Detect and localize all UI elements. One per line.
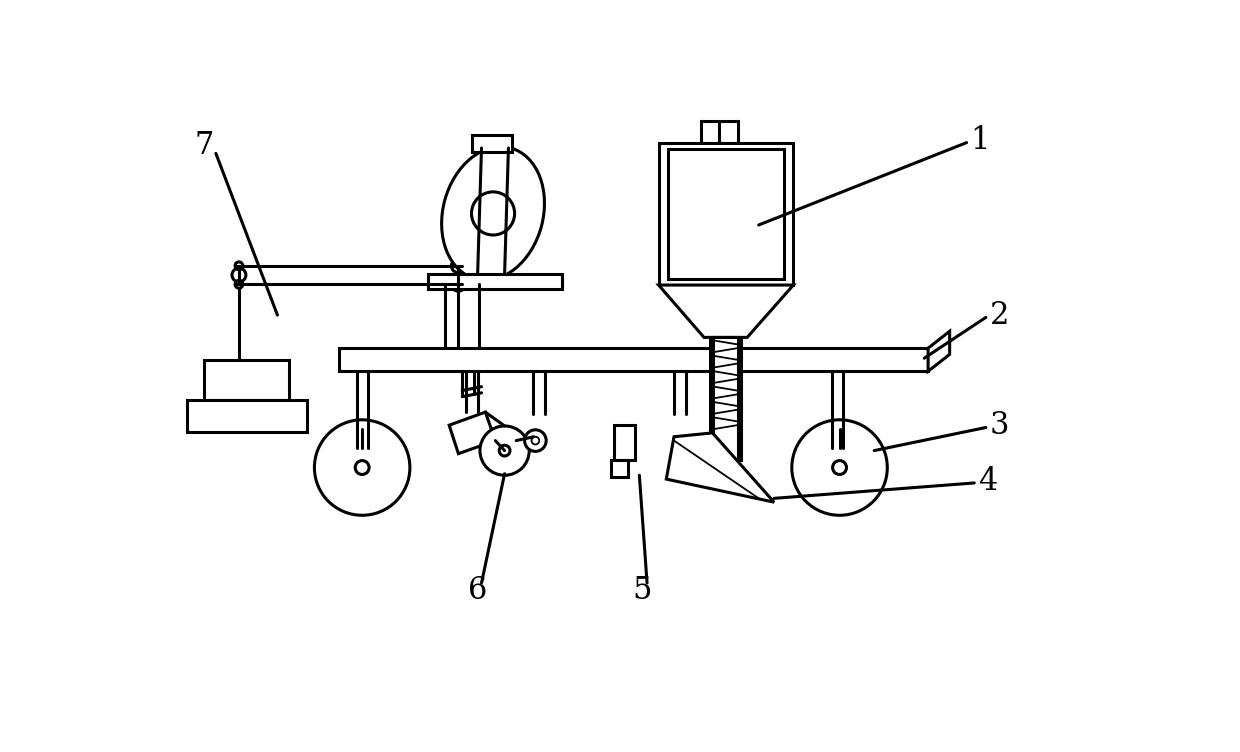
Bar — [701, 121, 738, 143]
Circle shape — [480, 426, 529, 475]
Bar — [713, 338, 738, 459]
Circle shape — [315, 420, 410, 515]
Bar — [205, 359, 289, 400]
Polygon shape — [449, 412, 495, 453]
Circle shape — [532, 437, 539, 444]
Text: 6: 6 — [467, 575, 487, 606]
Text: 5: 5 — [632, 575, 651, 606]
Bar — [187, 400, 306, 432]
Circle shape — [500, 445, 510, 456]
Polygon shape — [666, 433, 774, 502]
Polygon shape — [658, 285, 794, 338]
Bar — [339, 348, 928, 371]
Circle shape — [451, 259, 465, 273]
Circle shape — [236, 262, 243, 270]
Text: 7: 7 — [195, 130, 215, 161]
Text: 1: 1 — [971, 125, 990, 156]
Circle shape — [451, 277, 465, 291]
Ellipse shape — [441, 147, 544, 280]
Bar — [668, 149, 784, 279]
Bar — [472, 135, 512, 152]
Bar — [658, 143, 794, 285]
Circle shape — [471, 192, 515, 235]
Circle shape — [355, 461, 370, 475]
Bar — [711, 338, 742, 459]
Bar — [611, 459, 627, 477]
Bar — [614, 425, 635, 459]
Circle shape — [792, 420, 888, 515]
Bar — [428, 274, 563, 289]
Polygon shape — [928, 331, 950, 371]
Text: 2: 2 — [990, 299, 1009, 331]
Circle shape — [232, 268, 246, 282]
Circle shape — [236, 280, 243, 288]
Circle shape — [832, 461, 847, 475]
Text: 3: 3 — [990, 411, 1009, 441]
Circle shape — [525, 430, 546, 451]
Text: 4: 4 — [978, 466, 997, 497]
